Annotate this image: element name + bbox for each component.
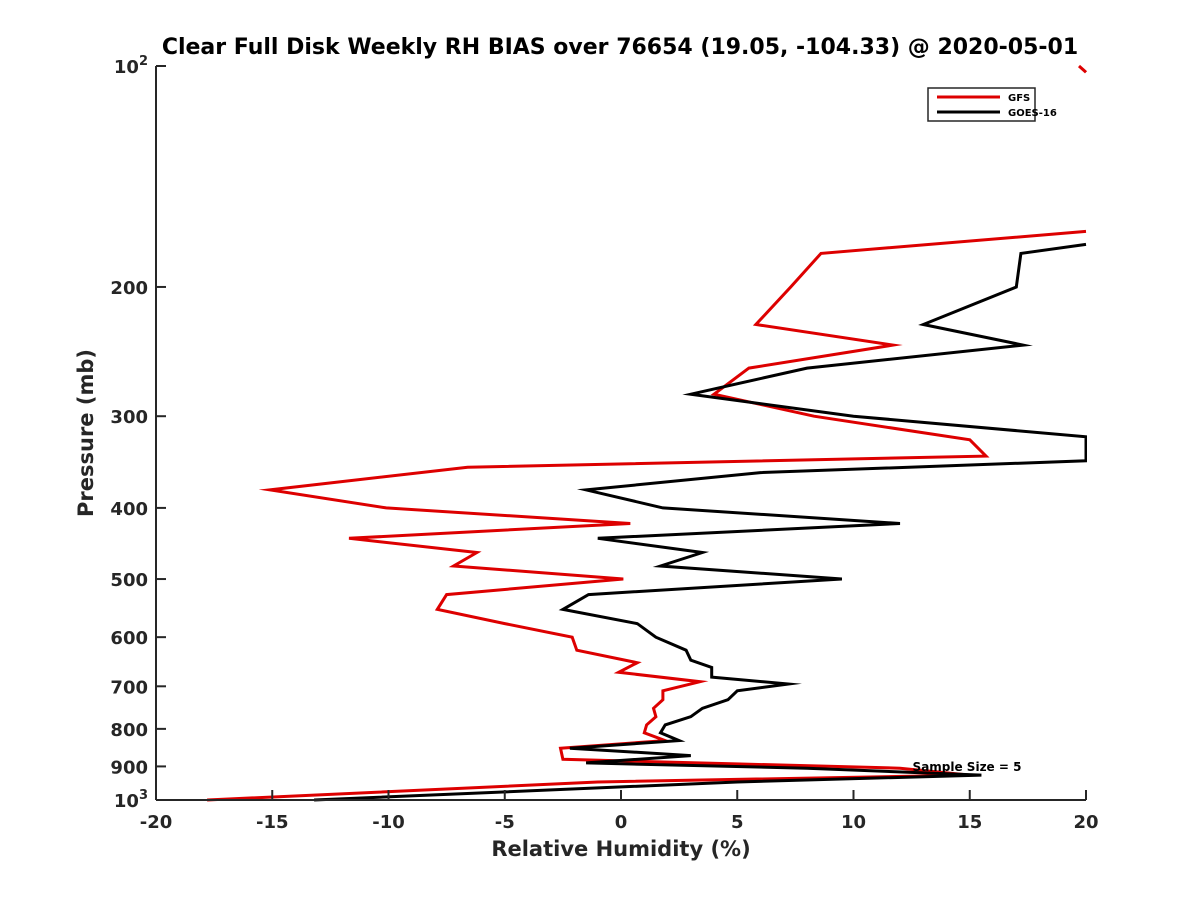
legend-box <box>927 87 1036 122</box>
x-tick-label: -20 <box>140 812 173 833</box>
x-axis-label: Relative Humidity (%) <box>491 837 750 861</box>
y-axis-label: Pressure (mb) <box>74 349 98 517</box>
x-tick-label: 10 <box>841 812 866 833</box>
x-tick-label: 0 <box>615 812 628 833</box>
x-tick-label: -10 <box>372 812 405 833</box>
axes-layer: -20 -15 -10 -5 0 5 10 15 20 200 300 400 500 600 700 800… <box>110 54 1098 833</box>
y-tick-label: 700 <box>110 677 148 698</box>
legend-label: GFS <box>1008 93 1030 104</box>
legend: GFS GOES-16 <box>927 87 1057 122</box>
series-line-goes-16 <box>314 242 1087 802</box>
series-layer <box>207 64 1087 802</box>
y-tick-label: 400 <box>110 499 148 520</box>
y-tick-label: 300 <box>110 407 148 428</box>
chart-title: Clear Full Disk Weekly RH BIAS over 7665… <box>162 35 1078 60</box>
x-tick-label: 5 <box>731 812 744 833</box>
y-tick-label: 900 <box>110 757 148 778</box>
series-segment-gfs <box>1077 64 1087 74</box>
x-tick-label: 20 <box>1073 812 1098 833</box>
y-tick-label-power: 103 <box>114 788 148 812</box>
x-tick-label: 15 <box>957 812 982 833</box>
y-tick-label: 500 <box>110 570 148 591</box>
legend-label: GOES-16 <box>1008 108 1057 119</box>
y-tick-label: 800 <box>110 720 148 741</box>
y-tick-label-power: 102 <box>114 54 148 78</box>
x-tick-label: -5 <box>495 812 515 833</box>
sample-size-annotation: Sample Size = 5 <box>913 760 1022 774</box>
y-tick-label: 200 <box>110 278 148 299</box>
y-tick-label: 600 <box>110 628 148 649</box>
x-tick-label: -15 <box>256 812 289 833</box>
